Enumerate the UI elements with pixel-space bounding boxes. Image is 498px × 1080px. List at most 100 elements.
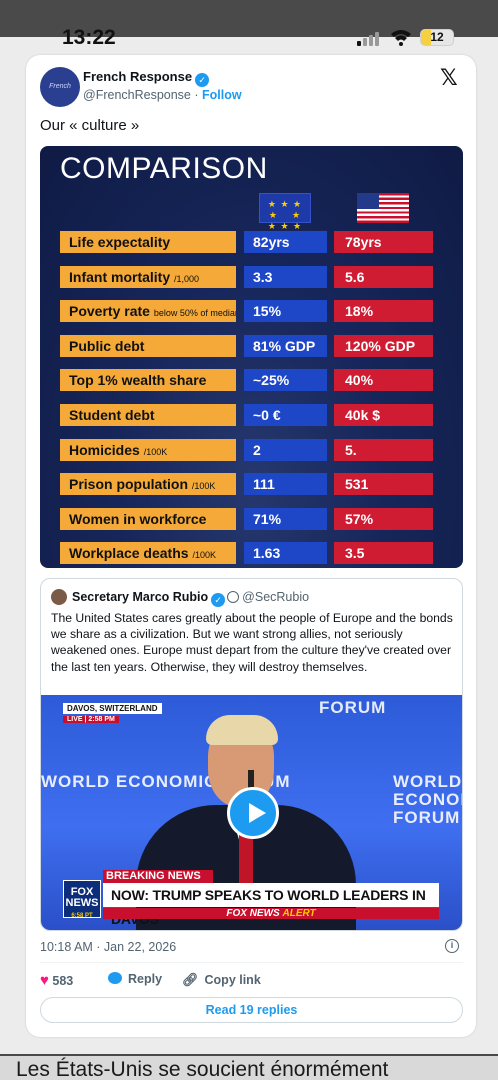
us-flag-icon bbox=[357, 193, 409, 223]
tweet-timestamp[interactable]: 10:18 AM · Jan 22, 2026 bbox=[40, 940, 177, 954]
quoted-tweet-text: The United States cares greatly about th… bbox=[51, 611, 453, 674]
quoted-author-row: Secretary Marco Rubio ✓ @SecRubio bbox=[72, 590, 309, 607]
row-label: Prison population /100K bbox=[60, 473, 236, 496]
row-label: Public debt bbox=[60, 334, 236, 357]
follow-button[interactable]: Follow bbox=[202, 88, 242, 102]
battery-icon: 12 bbox=[420, 29, 454, 46]
heart-icon: ♥ bbox=[40, 972, 49, 989]
copy-link-button[interactable]: 🔗︎ Copy link bbox=[182, 972, 261, 988]
comparison-row: Women in workforce 71% 57% bbox=[60, 507, 435, 530]
eu-value: 2 bbox=[244, 438, 327, 461]
tweet-card: French French Response ✓ @FrenchResponse … bbox=[26, 55, 476, 1037]
battery-level: 12 bbox=[430, 30, 444, 44]
live-tag: LIVE | 2:58 PM bbox=[63, 716, 119, 723]
infographic-title: COMPARISON bbox=[60, 152, 268, 185]
row-label: Top 1% wealth share bbox=[60, 369, 236, 392]
government-badge-icon bbox=[227, 591, 240, 603]
author-handle[interactable]: @FrenchResponse bbox=[83, 88, 191, 102]
row-unit: /100K bbox=[191, 481, 216, 492]
wef-logo-top: FORUM bbox=[319, 698, 387, 717]
quoted-tweet[interactable]: Secretary Marco Rubio ✓ @SecRubio The Unit… bbox=[40, 578, 463, 931]
verified-badge-icon: ✓ bbox=[195, 73, 210, 87]
us-value: 5. bbox=[334, 438, 433, 461]
top-dark-band bbox=[0, 0, 498, 37]
author-name-row[interactable]: French Response ✓ bbox=[83, 69, 210, 87]
us-value: 18% bbox=[334, 300, 433, 323]
copy-link-label: Copy link bbox=[204, 973, 261, 987]
wifi-icon bbox=[391, 30, 411, 46]
info-icon[interactable]: i bbox=[445, 939, 459, 953]
eu-value: ~0 € bbox=[244, 404, 327, 426]
comparison-row: Workplace deaths /100K 1.63 3.5 bbox=[60, 542, 435, 565]
us-value: 5.6 bbox=[334, 265, 433, 288]
reply-bubble-icon bbox=[108, 972, 122, 984]
comparison-row: Student debt ~0 € 40k $ bbox=[60, 404, 435, 426]
comparison-row: Public debt 81% GDP 120% GDP bbox=[60, 334, 435, 357]
like-count: 583 bbox=[52, 974, 74, 988]
verified-badge-icon: ✓ bbox=[211, 593, 226, 607]
eu-value: 3.3 bbox=[244, 265, 327, 288]
row-label: Women in workforce bbox=[60, 507, 236, 530]
row-unit: /100K bbox=[192, 550, 216, 561]
comparison-infographic[interactable]: COMPARISON ★ ★ ★ ★ ★ ★ ★ ★ Life expectalit… bbox=[40, 146, 463, 568]
status-bar: 13:22 12 bbox=[0, 24, 498, 52]
quoted-author-handle: @SecRubio bbox=[242, 590, 310, 604]
us-value: 531 bbox=[334, 473, 433, 496]
row-label: Workplace deaths /100K bbox=[60, 542, 236, 565]
breaking-news-tag: BREAKING NEWS bbox=[103, 870, 213, 883]
author-name[interactable]: French Response bbox=[83, 69, 193, 84]
bottom-caption: Les États-Unis se soucient énormément bbox=[16, 1058, 389, 1080]
status-time: 13:22 bbox=[62, 26, 116, 49]
eu-value: 15% bbox=[244, 300, 327, 323]
bottom-caption-band: Les États-Unis se soucient énormément bbox=[0, 1054, 498, 1080]
eu-value: ~25% bbox=[244, 369, 327, 392]
separator: · bbox=[194, 88, 199, 102]
fox-alert-bar: FOX NEWS ALERT bbox=[103, 908, 439, 919]
signal-icon bbox=[357, 32, 381, 46]
row-label: Student debt bbox=[60, 404, 236, 426]
comparison-row: Top 1% wealth share ~25% 40% bbox=[60, 369, 435, 392]
row-label: Life expectality bbox=[60, 231, 236, 253]
comparison-row: Life expectality 82yrs 78yrs bbox=[60, 231, 435, 253]
author-avatar[interactable]: French bbox=[40, 67, 80, 107]
us-value: 3.5 bbox=[334, 542, 433, 565]
wef-logo-right: WORLD ECONOMIC FORUM bbox=[393, 772, 463, 827]
row-label: Infant mortality /1,000 bbox=[60, 265, 236, 288]
comparison-row: Poverty rate below 50% of median income 1… bbox=[60, 300, 435, 323]
comparison-row: Infant mortality /1,000 3.3 5.6 bbox=[60, 265, 435, 288]
comparison-row: Homicides /100K 2 5. bbox=[60, 438, 435, 461]
play-button-icon[interactable] bbox=[227, 787, 279, 839]
row-label: Homicides /100K bbox=[60, 438, 236, 461]
read-replies-button[interactable]: Read 19 replies bbox=[40, 997, 463, 1023]
quoted-author-name: Secretary Marco Rubio bbox=[72, 590, 209, 604]
quoted-author-avatar bbox=[51, 589, 67, 605]
reply-button[interactable]: Reply bbox=[108, 972, 162, 986]
us-value: 78yrs bbox=[334, 231, 433, 253]
eu-value: 82yrs bbox=[244, 231, 327, 253]
action-bar: ♥ 583 Reply 🔗︎ Copy link bbox=[40, 972, 463, 990]
eu-flag-icon: ★ ★ ★ ★ ★ ★ ★ ★ bbox=[259, 193, 311, 231]
eu-value: 81% GDP bbox=[244, 334, 327, 357]
video-player[interactable]: WORLD ECONOMIC FORUM FORUM WORLD ECONOMI… bbox=[41, 695, 463, 930]
reply-label: Reply bbox=[128, 972, 163, 986]
row-unit: /1,000 bbox=[174, 273, 200, 284]
divider bbox=[40, 962, 463, 963]
fox-news-logo: FOX NEWS 6:58 PT bbox=[63, 880, 101, 919]
tweet-text: Our « culture » bbox=[40, 117, 140, 134]
eu-value: 71% bbox=[244, 507, 327, 530]
link-icon: 🔗︎ bbox=[182, 972, 199, 987]
news-headline: NOW: TRUMP SPEAKS TO WORLD LEADERS IN DA… bbox=[103, 883, 439, 927]
row-unit: /100K bbox=[143, 446, 168, 457]
comparison-row: Prison population /100K 111 531 bbox=[60, 473, 435, 496]
us-value: 57% bbox=[334, 507, 433, 530]
us-value: 120% GDP bbox=[334, 334, 433, 357]
x-logo-icon[interactable]: 𝕏 bbox=[440, 65, 458, 90]
us-value: 40k $ bbox=[334, 404, 433, 426]
eu-value: 111 bbox=[244, 473, 327, 496]
us-value: 40% bbox=[334, 369, 433, 392]
handle-line: @FrenchResponse · Follow bbox=[83, 88, 242, 102]
location-tag: DAVOS, SWITZERLAND bbox=[63, 703, 162, 714]
like-button[interactable]: ♥ 583 bbox=[40, 972, 73, 989]
eu-value: 1.63 bbox=[244, 542, 327, 565]
row-unit: below 50% of median income bbox=[153, 308, 236, 319]
